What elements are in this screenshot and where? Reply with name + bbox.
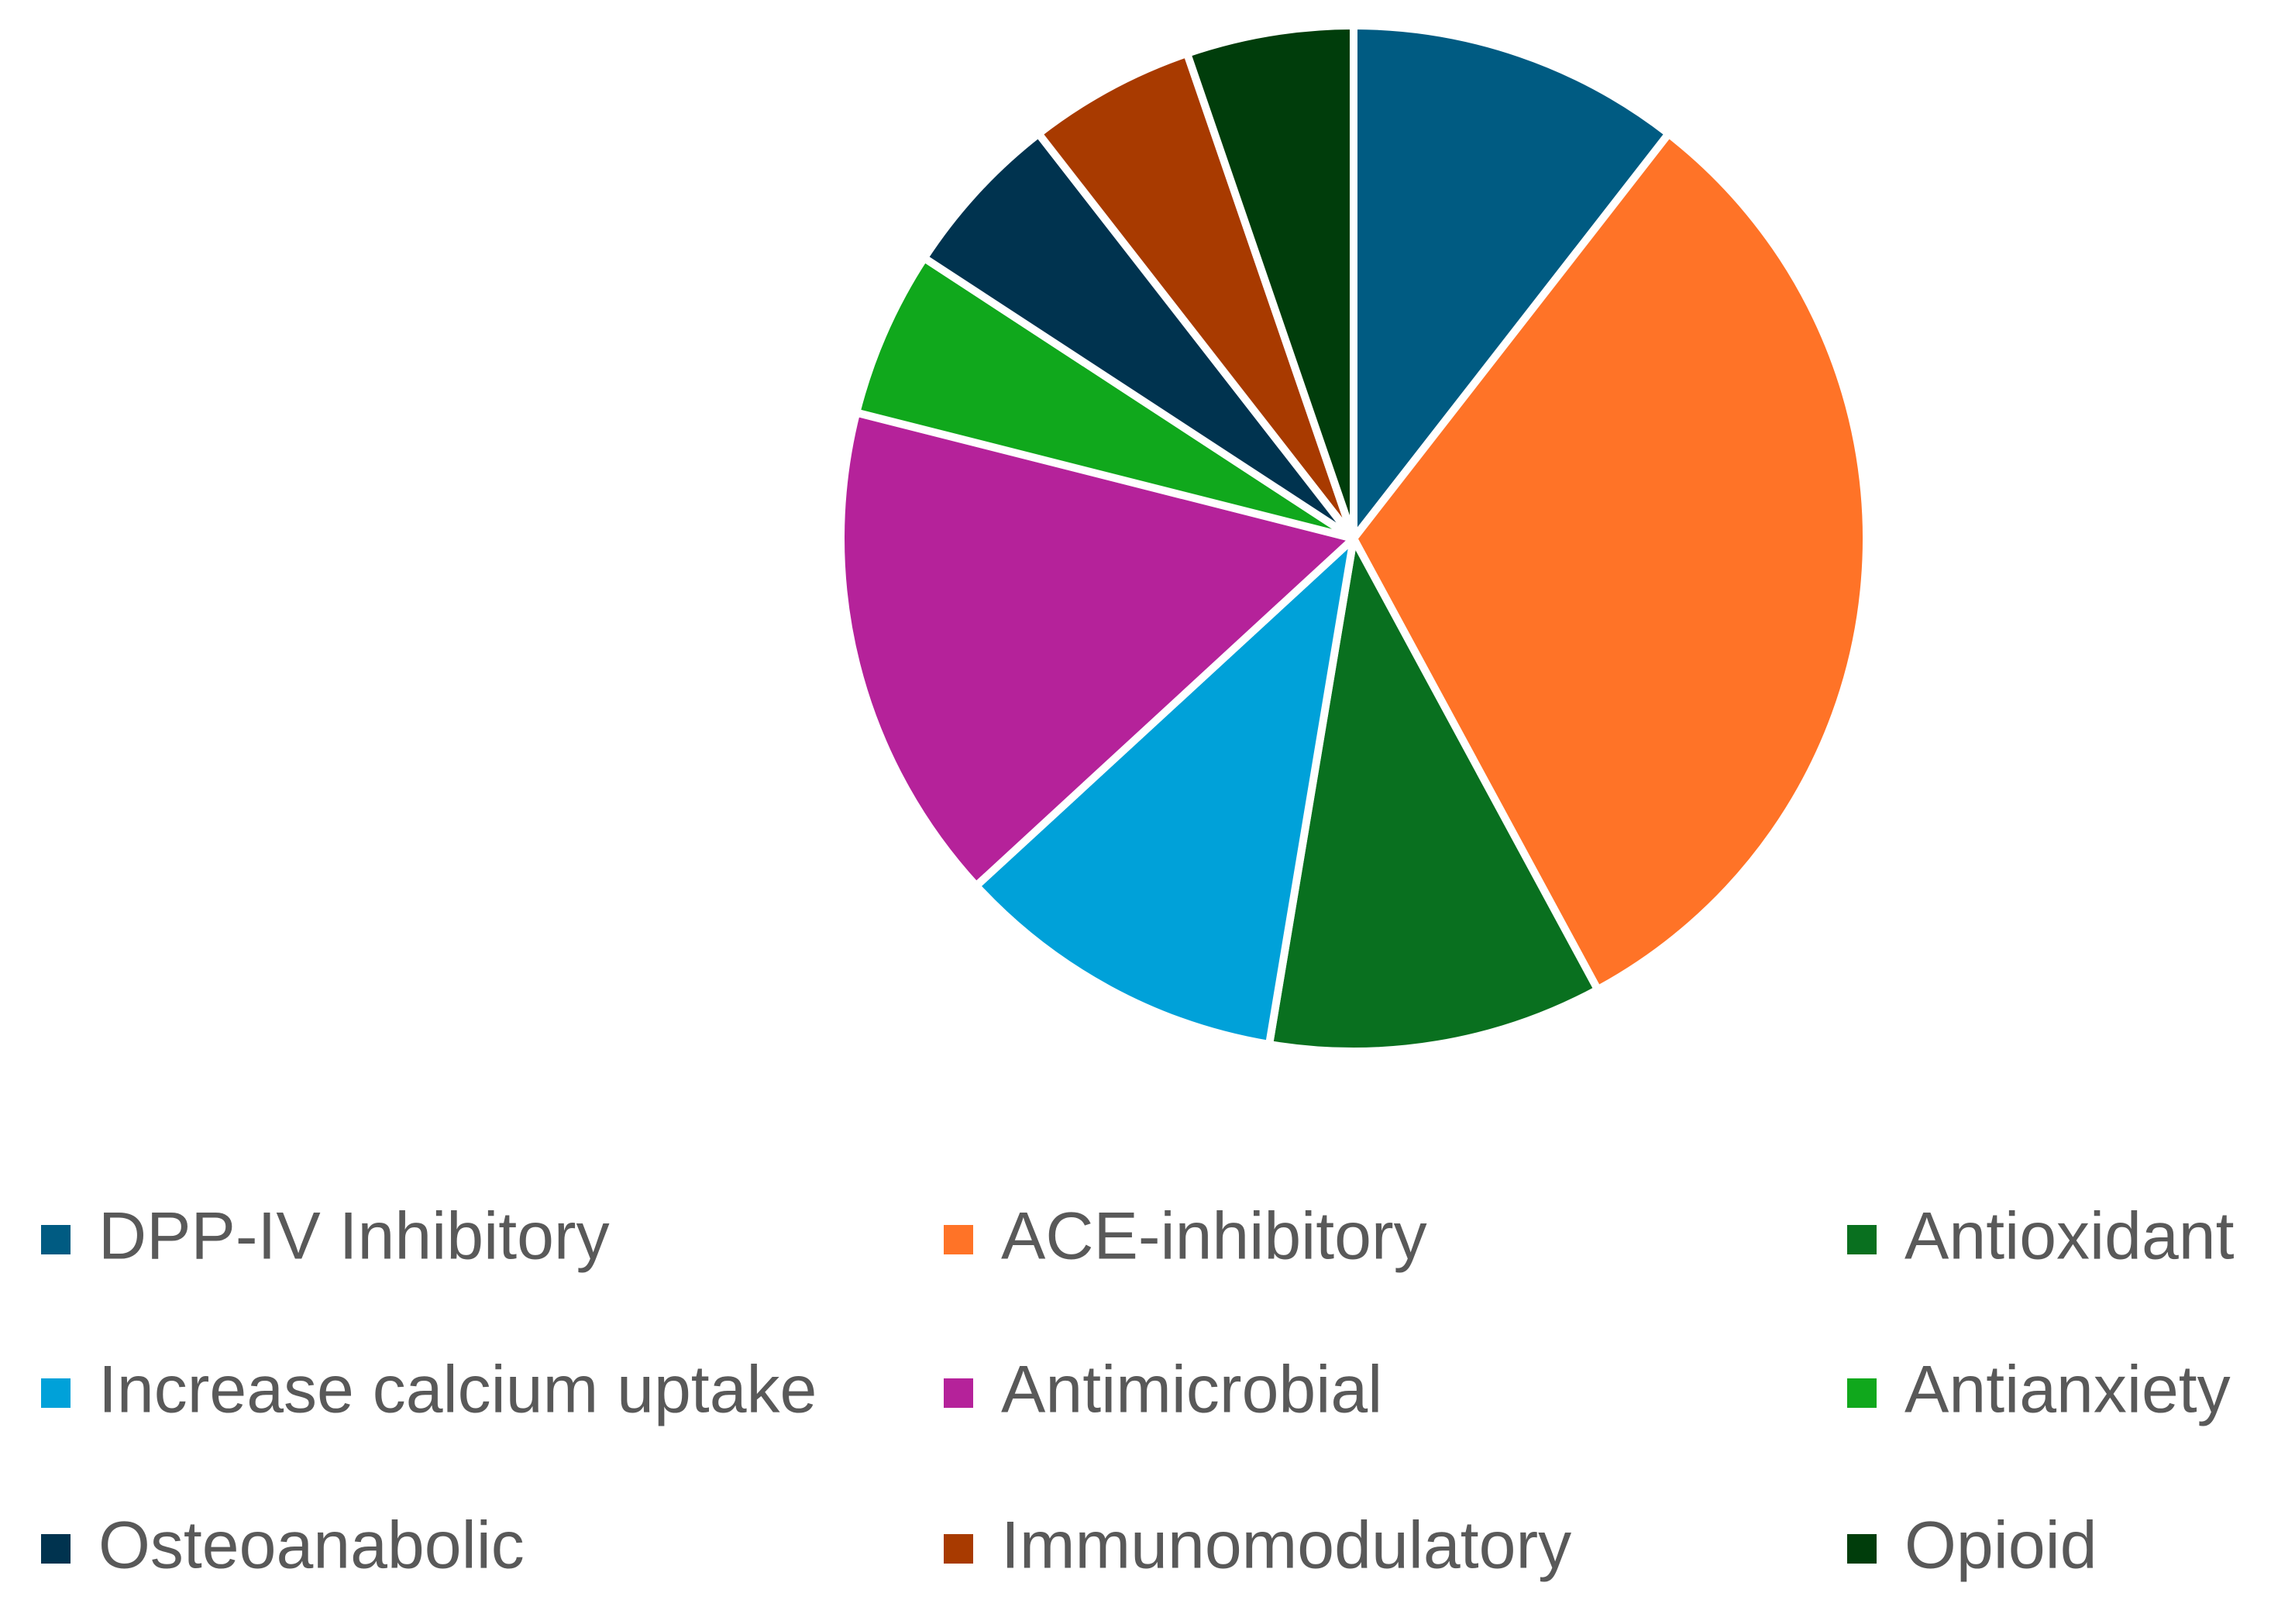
legend-swatch xyxy=(1847,1534,1877,1564)
legend-swatch xyxy=(1847,1378,1877,1408)
legend-label: Antimicrobial xyxy=(1001,1353,1382,1427)
legend-label: ACE-inhibitory xyxy=(1001,1199,1427,1274)
legend-label: DPP-IV Inhibitory xyxy=(98,1199,610,1274)
legend-label: Increase calcium uptake xyxy=(98,1353,817,1427)
pie-slice xyxy=(837,408,1357,890)
pie-slice xyxy=(920,129,1357,542)
pie-slice xyxy=(1183,22,1357,542)
legend-label: Immunomodulatory xyxy=(1001,1509,1571,1583)
pie-slice xyxy=(1034,49,1357,542)
legend-label: Antioxidant xyxy=(1904,1199,2235,1274)
pie-slice xyxy=(1350,22,1673,542)
pie-slice xyxy=(1350,129,1870,994)
legend-swatch xyxy=(944,1225,973,1254)
legend-label: Opioid xyxy=(1904,1509,2097,1583)
legend-swatch xyxy=(41,1534,71,1564)
legend-swatch xyxy=(944,1534,973,1564)
legend-swatch xyxy=(41,1225,71,1254)
pie-slice xyxy=(1265,535,1602,1055)
pie-slice xyxy=(972,535,1357,1048)
legend-label: Osteoanabolic xyxy=(98,1509,525,1583)
legend-swatch xyxy=(41,1378,71,1408)
pie-slice xyxy=(852,253,1357,542)
legend-swatch xyxy=(944,1378,973,1408)
legend-swatch xyxy=(1847,1225,1877,1254)
legend-label: Antianxiety xyxy=(1904,1353,2231,1427)
